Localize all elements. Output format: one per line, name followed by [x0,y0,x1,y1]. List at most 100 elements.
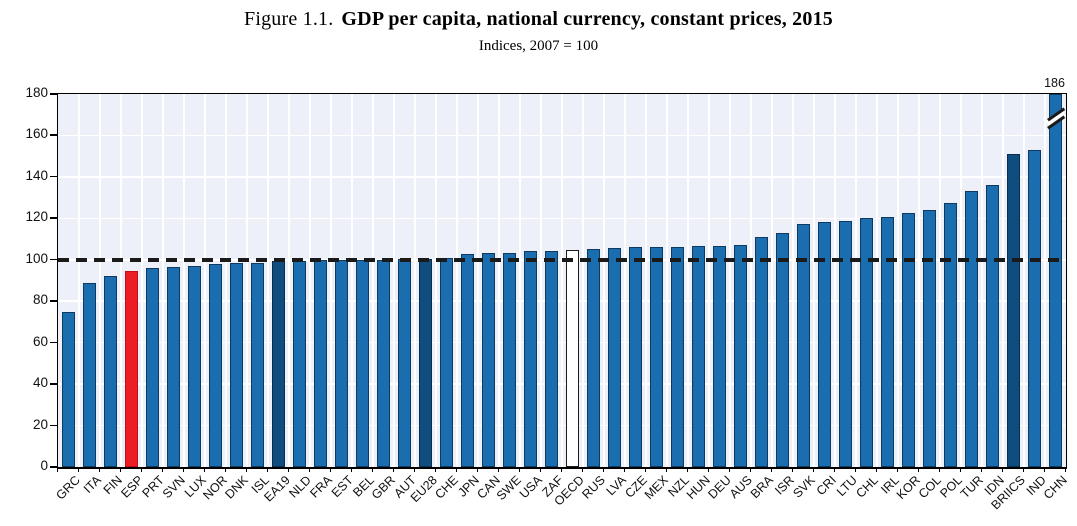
bar-svk [797,223,810,467]
v-gridline [834,94,836,467]
bar-dnk [230,262,243,467]
bar-oecd [566,250,579,467]
bar-bra [755,236,768,467]
v-gridline [78,94,80,467]
v-gridline [771,94,773,467]
v-gridline [99,94,101,467]
bar-mex [650,247,663,467]
y-axis-label: 140 [25,167,48,183]
y-axis-label: 80 [32,292,48,308]
x-axis-label: TUR [957,473,986,502]
v-gridline [918,94,920,467]
x-axis-label: HUN [683,473,713,503]
bar-chn [1049,94,1062,467]
v-gridline [876,94,878,467]
v-gridline [855,94,857,467]
x-axis-label: GBR [368,473,398,503]
v-gridline [477,94,479,467]
x-axis-label: PRT [138,473,167,501]
bar-fra [314,259,327,467]
x-axis-label: CRI [813,473,839,499]
x-axis-label: FIN [100,473,125,498]
x-axis-label: DEU [704,473,734,502]
x-axis-label: CHL [852,473,881,501]
v-gridline [141,94,143,467]
v-gridline [582,94,584,467]
y-axis-label: 180 [25,85,48,100]
figure-title-text: GDP per capita, national currency, const… [341,8,833,30]
bar-cze [629,247,642,467]
bar-hun [692,246,705,467]
v-gridline [435,94,437,467]
v-gridline [1023,94,1025,467]
v-gridline [309,94,311,467]
bar-can [482,252,495,467]
v-gridline [351,94,353,467]
v-gridline [540,94,542,467]
x-axis-label: MEX [641,473,671,503]
y-axis-label: 60 [32,333,48,349]
bar-idn [986,185,999,467]
v-gridline [708,94,710,467]
y-tick [50,217,57,219]
bar-che [440,257,453,467]
bar-usa [524,251,537,467]
v-gridline [960,94,962,467]
bar-nld [293,260,306,467]
v-gridline [624,94,626,467]
x-axis-label: BRIICS [988,473,1028,513]
x-axis-label: CZE [621,473,650,501]
y-tick [50,300,57,302]
bar-zaf [545,251,558,467]
x-axis-label: CHE [431,473,461,502]
bar-nor [209,263,222,467]
x-axis-label: NOR [199,473,230,503]
x-axis-label: LTU [833,473,860,499]
v-gridline [981,94,983,467]
x-axis-label: LUX [181,473,209,501]
bar-isr [776,232,789,467]
figure-number: Figure 1.1. [244,8,334,30]
x-axis-label: AUS [726,473,755,502]
bar-kor [902,213,915,467]
bar-aus [734,245,747,467]
v-gridline [729,94,731,467]
x-axis-label: AUT [390,473,419,501]
y-tick [50,175,57,178]
x-axis-label: BRA [747,473,776,502]
v-gridline [162,94,164,467]
v-gridline [750,94,752,467]
truncated-bar-value-label: 186 [1044,76,1065,90]
v-gridline [1002,94,1004,467]
bar-briics [1007,154,1020,467]
bar-swe [503,252,516,467]
v-gridline [1044,94,1046,467]
bar-eu28 [419,258,432,467]
bar-isl [251,262,264,467]
v-gridline [183,94,185,467]
v-gridline [225,94,227,467]
y-axis-label: 20 [32,416,48,432]
x-axis-label: LVA [603,473,629,499]
x-axis-label: ISL [248,473,272,497]
bar-lux [188,265,201,467]
y-axis-label: 0 [40,458,48,473]
bar-bel [356,259,369,467]
bar-svn [167,267,180,467]
bar-irl [881,217,894,467]
x-axis-label: SVN [159,473,188,502]
v-gridline [603,94,605,467]
bar-ita [83,282,96,467]
v-gridline [414,94,416,467]
x-axis-label: COL [915,473,944,502]
x-axis-label: BEL [349,473,377,500]
v-gridline [897,94,899,467]
y-tick [50,93,57,95]
v-gridline [288,94,290,467]
figure-subtitle: Indices, 2007 = 100 [478,38,599,54]
v-gridline [330,94,332,467]
x-axis-label: ITA [80,473,104,497]
axis-break-icon [1045,107,1066,129]
x-axis-label: SWE [493,473,524,504]
x-axis-label: EST [328,473,356,501]
